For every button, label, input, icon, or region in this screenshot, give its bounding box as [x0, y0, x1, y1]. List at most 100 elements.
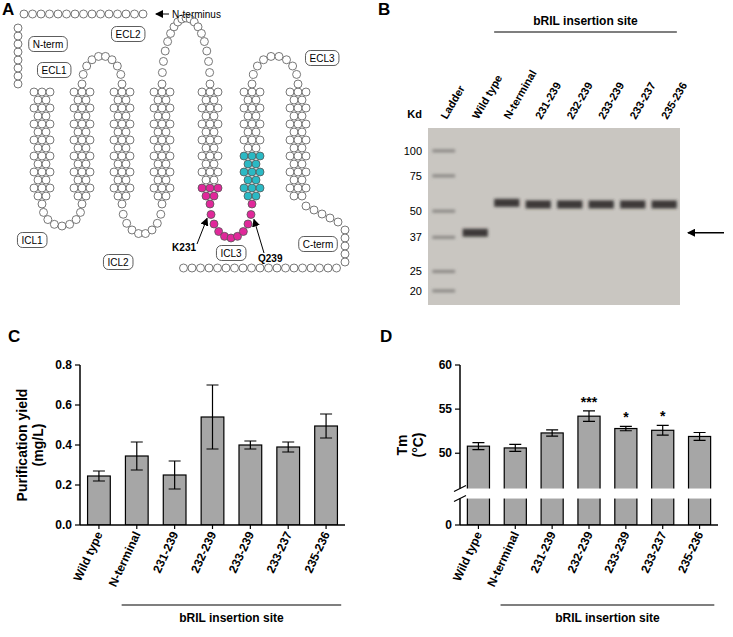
residue: [326, 214, 334, 222]
residue: [298, 128, 306, 136]
category-label: 233-237: [638, 529, 669, 575]
ladder-band: [432, 174, 455, 177]
residue: [30, 88, 38, 96]
ladder-band: [432, 149, 455, 152]
y-axis: [459, 499, 461, 525]
residue: [202, 144, 210, 152]
residue: [70, 168, 78, 176]
lane-label: Ladder: [438, 83, 467, 121]
residue: [210, 192, 218, 200]
residue: [34, 192, 42, 200]
residue: [256, 136, 264, 144]
residue: [240, 168, 248, 176]
residue-label: K231: [172, 242, 196, 253]
residue: [122, 128, 130, 136]
pointer: [254, 220, 264, 253]
residue: [114, 192, 122, 200]
region-box-frame: [29, 37, 68, 52]
residue: [210, 128, 218, 136]
residue: [294, 152, 302, 160]
residue: [214, 120, 222, 128]
error-bar: [93, 471, 105, 481]
panel-letter: C: [8, 327, 20, 346]
residue: [286, 104, 294, 112]
region-box: N-term: [29, 37, 68, 52]
residue: [158, 136, 166, 144]
residue: [333, 264, 341, 272]
residue: [42, 176, 50, 184]
residue: [247, 211, 255, 219]
residue: [206, 184, 214, 192]
residue-label: Q239: [258, 253, 283, 264]
residue: [154, 160, 162, 168]
pointer: [197, 219, 207, 244]
residue: [252, 144, 260, 152]
residue: [110, 184, 118, 192]
y-tick: [455, 409, 460, 410]
panel-letter: D: [380, 327, 392, 346]
gel-band: [620, 200, 645, 208]
residue: [197, 264, 205, 272]
residue: [202, 192, 210, 200]
residue: [283, 56, 291, 64]
residue: [341, 234, 349, 242]
residue: [298, 96, 306, 104]
lane-label: Wild type: [470, 73, 505, 121]
residue: [282, 264, 290, 272]
y-tick: [75, 364, 80, 365]
y-tick: [75, 444, 80, 445]
tick-label: 0.2: [55, 478, 72, 492]
error-bar: [694, 433, 706, 441]
residue: [114, 176, 122, 184]
residue: [298, 176, 306, 184]
residue: [110, 168, 118, 176]
residue: [70, 152, 78, 160]
residue: [78, 200, 86, 208]
residue: [114, 160, 122, 168]
panel-letter: A: [2, 0, 14, 19]
bar: [277, 447, 300, 525]
residue: [118, 168, 126, 176]
residue: [206, 168, 214, 176]
bar: [541, 433, 563, 525]
residue: [54, 10, 62, 18]
residue: [150, 136, 158, 144]
residue: [166, 88, 174, 96]
residue: [248, 168, 256, 176]
residue: [162, 112, 170, 120]
residue: [30, 120, 38, 128]
residue: [158, 184, 166, 192]
error-bar: [131, 442, 143, 470]
residue: [244, 96, 252, 104]
residue: [154, 128, 162, 136]
residue: [117, 70, 125, 78]
axis-title: bRIL insertion site: [179, 611, 284, 625]
residue: [38, 152, 46, 160]
axis-title: bRIL insertion site: [555, 611, 660, 625]
residue: [307, 264, 315, 272]
residue: [126, 136, 134, 144]
residue: [118, 80, 126, 88]
tick-label: 75: [410, 170, 422, 182]
residue: [38, 136, 46, 144]
region-box-frame: [299, 237, 338, 252]
residue: [82, 112, 90, 120]
region-label: ECL1: [41, 65, 66, 76]
gel-background: [428, 128, 680, 305]
residue: [76, 208, 84, 216]
ladder-band: [432, 289, 455, 292]
residue: [30, 136, 38, 144]
residue: [122, 192, 130, 200]
residue: [210, 96, 218, 104]
gel-band: [526, 200, 551, 208]
residue: [86, 184, 94, 192]
residue: [46, 88, 54, 96]
residue: [341, 226, 349, 234]
residue: [244, 192, 252, 200]
residue: [110, 136, 118, 144]
residue: [29, 10, 37, 18]
residue: [30, 152, 38, 160]
x-tick: [250, 525, 251, 529]
residue: [38, 168, 46, 176]
residue: [162, 144, 170, 152]
